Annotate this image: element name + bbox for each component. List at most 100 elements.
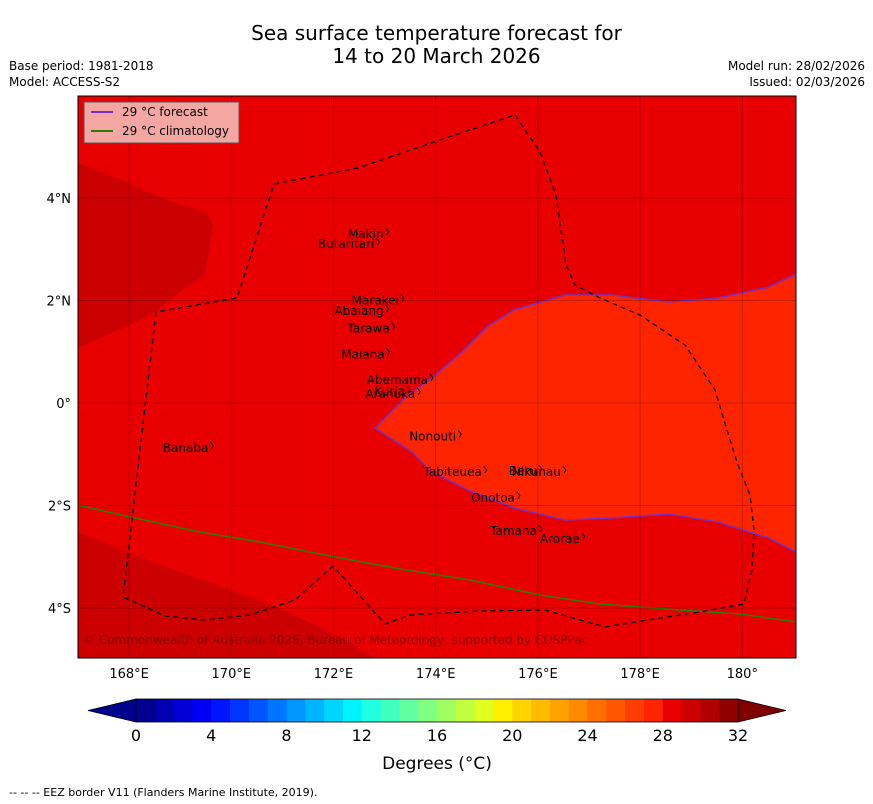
legend-forecast-label: 29 °C forecast bbox=[122, 105, 208, 119]
lon-tick-label: 172°E bbox=[314, 667, 354, 682]
colorbar-swatch bbox=[549, 699, 570, 722]
island-outline bbox=[483, 465, 488, 474]
island-outline bbox=[416, 387, 421, 396]
island-label: Nonouti bbox=[409, 429, 456, 443]
colorbar-swatch bbox=[719, 699, 739, 722]
colorbar-swatch bbox=[587, 699, 607, 722]
colorbar-tick-label: 8 bbox=[281, 726, 291, 745]
island-label: Butaritari bbox=[318, 237, 375, 251]
island-outline bbox=[385, 304, 390, 313]
colorbar-swatch bbox=[700, 699, 720, 722]
colorbar-swatch bbox=[380, 699, 400, 722]
colorbar-swatch bbox=[474, 699, 494, 722]
colorbar-swatch bbox=[625, 699, 645, 722]
lon-tick-label: 174°E bbox=[416, 667, 456, 682]
lat-tick-label: 4°S bbox=[48, 602, 71, 617]
colorbar-swatch bbox=[154, 699, 175, 722]
colorbar-swatch bbox=[361, 699, 381, 722]
lat-tick-label: 0° bbox=[56, 397, 71, 412]
island-outline bbox=[386, 348, 391, 356]
island-outline bbox=[429, 373, 434, 382]
island-outline bbox=[385, 227, 390, 236]
eez-border bbox=[122, 114, 755, 628]
colorbar-frame bbox=[135, 698, 739, 723]
colorbar-over-arrow bbox=[737, 698, 787, 723]
contour-legend: 29 °C forecast 29 °C climatology bbox=[83, 101, 240, 144]
island-outline bbox=[562, 465, 567, 474]
island-label: Arorae bbox=[540, 532, 580, 546]
colorbar-tick-label: 24 bbox=[577, 726, 597, 745]
island-label: Makin bbox=[348, 227, 384, 241]
colorbar-under-arrow bbox=[87, 698, 137, 723]
colorbar-swatch bbox=[248, 699, 269, 722]
forecast-29c-contour bbox=[373, 273, 796, 553]
colorbar-swatch bbox=[418, 699, 438, 722]
colorbar-swatch bbox=[531, 699, 551, 722]
island-label: Abemama bbox=[367, 373, 428, 387]
model-name: Model: ACCESS-S2 bbox=[9, 75, 121, 89]
colorbar-label: Degrees (°C) bbox=[382, 754, 492, 774]
base-period: Base period: 1981-2018 bbox=[9, 59, 154, 73]
island-label: Abaiang bbox=[334, 304, 383, 318]
lon-tick-label: 178°E bbox=[620, 667, 660, 682]
island-label: Marakei bbox=[352, 294, 399, 308]
colorbar-swatch bbox=[324, 699, 344, 722]
colorbar-tick-label: 28 bbox=[653, 726, 673, 745]
island-outline bbox=[391, 322, 396, 330]
colorbar-tick-label: 16 bbox=[427, 726, 447, 745]
sst-band-27-28-south bbox=[78, 532, 375, 658]
colorbar-swatch bbox=[192, 699, 212, 722]
sst-band-27-28-north bbox=[78, 163, 213, 348]
eez-footnote: -- -- -- EEZ border V11 (Flanders Marine… bbox=[9, 786, 318, 799]
climatology-29c-contour bbox=[78, 504, 796, 623]
colorbar-swatch bbox=[493, 699, 513, 722]
island-label: Maiana bbox=[341, 347, 384, 361]
colorbar-swatch bbox=[455, 699, 476, 722]
lon-tick-label: 180° bbox=[727, 667, 758, 682]
island-label: Onotoa bbox=[471, 491, 515, 505]
colorbar-swatch bbox=[662, 699, 682, 722]
sst-band-29-30 bbox=[375, 274, 796, 552]
colorbar-swatch bbox=[230, 699, 250, 722]
colorbar-swatch bbox=[211, 699, 231, 722]
title-line-2: 14 to 20 March 2026 bbox=[332, 44, 541, 68]
island-label: Aranuka bbox=[365, 387, 415, 401]
lat-tick-label: 2°N bbox=[47, 295, 72, 310]
colorbar-tick-label: 4 bbox=[206, 726, 216, 745]
colorbar-swatch bbox=[437, 699, 457, 722]
colorbar-swatch bbox=[512, 699, 532, 722]
colorbar-swatch bbox=[267, 699, 287, 722]
island-label: Kuria bbox=[375, 385, 406, 399]
island-outline bbox=[457, 430, 462, 438]
legend-box bbox=[83, 101, 240, 144]
island-label: Tarawa bbox=[347, 322, 390, 336]
graticule bbox=[78, 96, 796, 658]
colorbar-swatch bbox=[342, 699, 363, 722]
colorbar-swatch bbox=[643, 699, 664, 722]
island-outline bbox=[581, 532, 586, 541]
colorbar-swatch bbox=[606, 699, 626, 722]
colorbar-swatch bbox=[136, 699, 156, 722]
model-run: Model run: 28/02/2026 bbox=[727, 59, 865, 73]
island-outline bbox=[400, 294, 405, 302]
island-outline bbox=[406, 385, 411, 394]
lat-tick-label: 4°N bbox=[47, 192, 72, 207]
lat-tick-label: 2°S bbox=[48, 500, 71, 515]
axis-ticks: 168°E 170°E 172°E 174°E 176°E 178°E 180° 4°N 2°N… bbox=[47, 192, 758, 682]
colorbar-swatch bbox=[399, 699, 419, 722]
colorbar-swatch bbox=[173, 699, 193, 722]
colorbar-swatch bbox=[568, 699, 588, 722]
island-outline bbox=[538, 524, 543, 533]
model-info: Base period: 1981-2018 Model: ACCESS-S2 bbox=[9, 58, 154, 90]
colorbar-swatch bbox=[681, 699, 701, 722]
island-outline bbox=[516, 491, 521, 500]
map-title: Sea surface temperature forecast for 14 … bbox=[0, 22, 873, 68]
colorbar-tick-label: 0 bbox=[131, 726, 141, 745]
legend-climatology-label: 29 °C climatology bbox=[122, 124, 229, 138]
island-label: Banaba bbox=[163, 441, 209, 455]
island-label: Tabiteuea bbox=[423, 465, 482, 479]
run-info: Model run: 28/02/2026 Issued: 02/03/2026 bbox=[728, 58, 865, 90]
island-outline bbox=[209, 441, 214, 450]
island-label: Beru bbox=[509, 464, 537, 478]
